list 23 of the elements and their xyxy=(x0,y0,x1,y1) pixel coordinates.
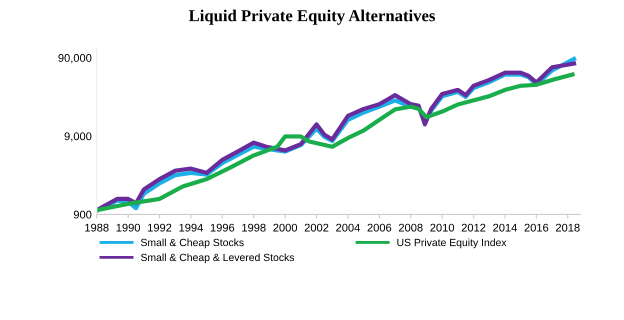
x-tick-label: 2002 xyxy=(304,224,328,232)
x-tick-label: 2006 xyxy=(368,224,392,232)
x-tick-label: 2000 xyxy=(273,224,298,232)
legend-label: Small & Cheap & Levered Stocks xyxy=(140,253,294,264)
x-tick-label: 1998 xyxy=(242,224,266,232)
x-tick-label: 1990 xyxy=(116,224,140,232)
x-tick-label: 2018 xyxy=(556,224,580,232)
x-tick-label: 2014 xyxy=(493,224,517,232)
x-tick-label: 2016 xyxy=(524,224,548,232)
y-tick-label: 90,000 xyxy=(58,54,92,64)
x-tick-label: 1988 xyxy=(85,224,109,232)
x-tick-label: 2012 xyxy=(462,224,486,232)
x-tick-label: 2008 xyxy=(398,224,423,232)
y-tick-label: 900 xyxy=(74,210,92,219)
chart-title: Liquid Private Equity Alternatives xyxy=(188,10,435,25)
legend-label: Small & Cheap Stocks xyxy=(140,238,244,248)
x-tick-label: 1992 xyxy=(148,224,172,232)
x-tick-label: 2004 xyxy=(336,224,360,232)
y-tick-label: 9,000 xyxy=(64,132,92,142)
x-tick-label: 1996 xyxy=(210,224,234,232)
legend-label: US Private Equity Index xyxy=(397,238,506,248)
x-tick-label: 1994 xyxy=(179,224,203,232)
x-tick-label: 2010 xyxy=(430,224,454,232)
